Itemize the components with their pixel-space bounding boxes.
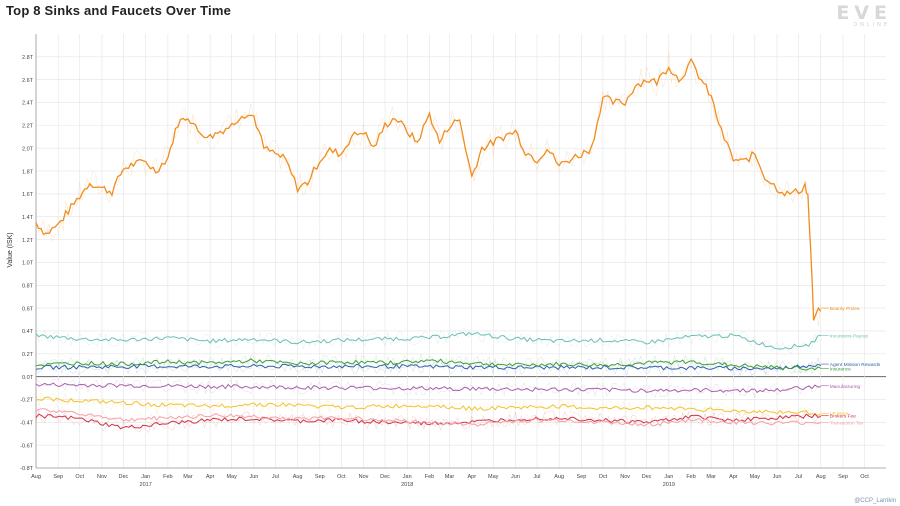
x-tick-label: Nov	[620, 474, 630, 480]
x-tick-label: Oct	[75, 474, 84, 480]
x-tick-label: Oct	[599, 474, 608, 480]
x-tick-label: Dec	[119, 474, 129, 480]
x-tick-label: Aug	[293, 474, 303, 480]
x-tick-label: Jan	[141, 474, 150, 480]
y-tick-label: 2.2T	[22, 124, 34, 130]
y-tick-label: 2.8T	[22, 55, 34, 61]
series-end-label: LP Store	[830, 411, 849, 417]
y-tick-label: -0.8T	[20, 466, 33, 472]
x-tick-label: Mar	[183, 474, 193, 480]
series-noise-line	[35, 327, 821, 354]
y-tick-label: 1.4T	[22, 215, 34, 221]
eve-logo-sub: ONLINE	[853, 22, 890, 28]
x-tick-label: Jun	[249, 474, 258, 480]
series-end-label: Bounty Prizes	[830, 306, 860, 312]
y-tick-label: 2.4T	[22, 101, 34, 107]
y-tick-label: 1.0T	[22, 261, 34, 267]
x-tick-label: Jul	[272, 474, 279, 480]
series-end-label: Manufacturing	[830, 384, 861, 390]
y-tick-label: -0.4T	[20, 421, 33, 427]
series-end-label: Agent Mission Rewards	[830, 362, 881, 368]
y-tick-label: 0.0T	[22, 375, 34, 381]
x-tick-label: Sep	[315, 474, 325, 480]
series-noise-line	[35, 403, 822, 432]
series-line	[35, 57, 822, 321]
series-line	[35, 412, 821, 430]
x-tick-label: Oct	[860, 474, 869, 480]
series-end-label: Brokers Fee	[830, 413, 856, 419]
x-tick-label: Jul	[795, 474, 802, 480]
y-tick-label: 2.0T	[22, 146, 34, 152]
x-tick-label: Dec	[380, 474, 390, 480]
y-tick-label: 0.2T	[22, 352, 34, 358]
y-tick-label: -0.2T	[20, 398, 33, 404]
series-line	[35, 358, 822, 371]
y-tick-label: 0.6T	[22, 306, 34, 312]
chart-title: Top 8 Sinks and Faucets Over Time	[6, 3, 232, 18]
x-tick-label: Feb	[686, 474, 695, 480]
x-tick-label: Sep	[577, 474, 587, 480]
x-tick-label: May	[488, 474, 499, 480]
x-tick-label: Sep	[838, 474, 848, 480]
series-noise-line	[35, 353, 821, 375]
series-noise-line	[35, 356, 822, 377]
x-tick-label: Sep	[53, 474, 63, 480]
x-tick-label: Jul	[533, 474, 540, 480]
x-tick-label: Apr	[729, 474, 738, 480]
series-line	[35, 382, 821, 393]
axes: 2.8T 2.6T 2.4T 2.2T 2.0T 1.8T 1.6T 1.4T 1.2T 1.0T…	[20, 34, 886, 488]
series-end-label: Incursions Payout	[830, 334, 869, 340]
series-end-label: Transaction Tax	[830, 420, 864, 426]
series-line	[35, 408, 821, 427]
x-tick-label: Feb	[163, 474, 172, 480]
grid	[35, 34, 886, 469]
series-lines	[35, 51, 822, 433]
x-tick-label: Oct	[337, 474, 346, 480]
x-tick-label: Jan	[403, 474, 412, 480]
x-tick-label: Aug	[31, 474, 41, 480]
x-tick-label: Mar	[706, 474, 716, 480]
y-tick-label: 2.6T	[22, 78, 34, 84]
series-line	[35, 396, 821, 416]
series-line	[35, 363, 821, 371]
x-tick-label: Jun	[511, 474, 520, 480]
eve-logo: EVE	[836, 2, 892, 24]
series-labels: Bounty Prizes Incursions Payout Agent Miss…	[820, 306, 881, 426]
x-tick-label: Feb	[425, 474, 434, 480]
y-tick-label: 1.8T	[22, 169, 34, 175]
series-line	[35, 331, 821, 350]
y-tick-label: 1.2T	[22, 238, 34, 244]
y-tick-label: 0.8T	[22, 283, 34, 289]
x-tick-label: Nov	[359, 474, 369, 480]
y-axis-label: Value (ISK)	[7, 232, 14, 267]
y-tick-label: -0.6T	[20, 443, 33, 449]
x-tick-label: Dec	[642, 474, 652, 480]
x-tick-label: Nov	[97, 474, 107, 480]
x-tick-label: Jan	[664, 474, 673, 480]
y-tick-label: 1.6T	[22, 192, 34, 198]
x-tick-label: Aug	[816, 474, 826, 480]
series-noise-line	[35, 51, 822, 326]
y-tick-label: 0.4T	[22, 329, 34, 335]
x-year-label: 2018	[401, 482, 413, 488]
x-tick-label: Mar	[445, 474, 455, 480]
x-tick-label: Apr	[206, 474, 215, 480]
series-end-label: Insurance	[830, 367, 851, 373]
x-tick-label: Aug	[554, 474, 564, 480]
author-credit: @CCP_Larrikin	[854, 498, 896, 504]
x-year-label: 2019	[663, 482, 675, 488]
x-tick-label: Apr	[467, 474, 476, 480]
x-tick-label: Jun	[773, 474, 782, 480]
x-tick-label: May	[750, 474, 761, 480]
x-year-label: 2017	[140, 482, 152, 488]
x-tick-label: May	[226, 474, 237, 480]
